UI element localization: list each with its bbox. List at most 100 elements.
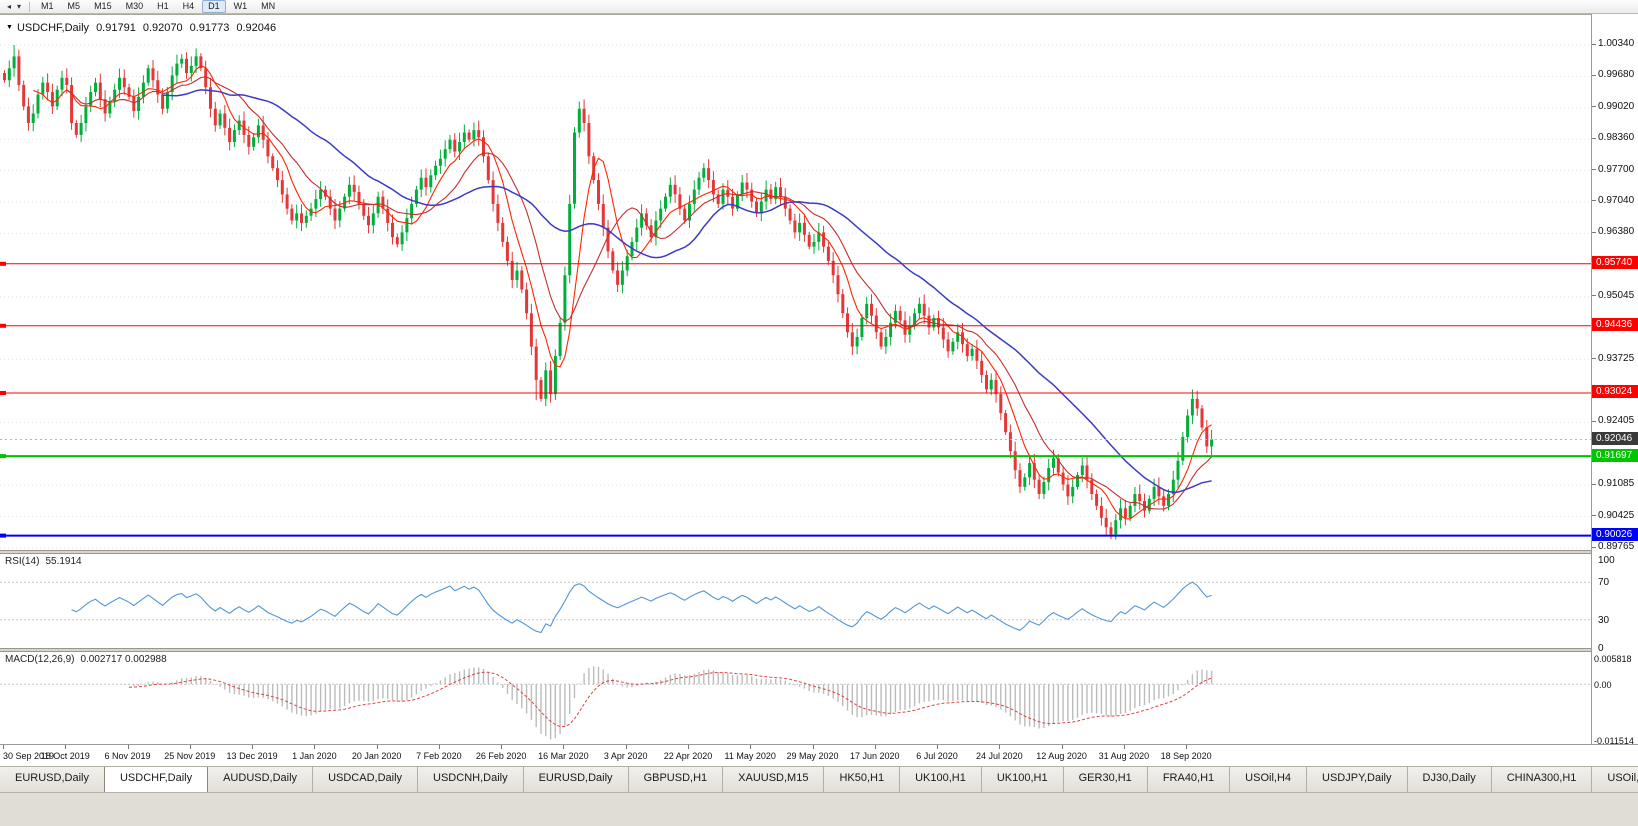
price-axis-label: 0.92405 — [1598, 415, 1635, 427]
date-axis-tick — [314, 745, 316, 749]
date-axis-tick — [750, 745, 752, 749]
timeframe-button-m5[interactable]: M5 — [67, 1, 81, 11]
caret-down-icon[interactable]: ▾ — [17, 1, 22, 11]
rsi-panel[interactable]: RSI(14) 55.1914 — [0, 554, 1591, 648]
chart-tab-uk100-h1[interactable]: UK100,H1 — [900, 767, 982, 792]
price-axis-tick — [1592, 483, 1596, 485]
date-axis-tick — [563, 745, 565, 749]
date-axis-tick — [687, 745, 689, 749]
date-axis-tick — [252, 745, 254, 749]
price-axis-label: 0.96380 — [1598, 226, 1635, 238]
date-axis-label: 22 Apr 2020 — [663, 751, 713, 761]
chart-tab-usdchf-daily[interactable]: USDCHF,Daily — [103, 767, 209, 792]
price-axis-tick — [1592, 137, 1596, 139]
price-axis-tick — [1592, 295, 1596, 297]
chart-tab-china300-h1[interactable]: CHINA300,H1 — [1491, 767, 1593, 792]
chart-tab-gbpusd-h1[interactable]: GBPUSD,H1 — [628, 767, 724, 792]
moving-average-34[interactable] — [162, 89, 1212, 494]
date-axis-label: 25 Nov 2019 — [164, 751, 216, 761]
timeframe-button-h4[interactable]: H4 — [182, 1, 195, 11]
price-axis-tick — [1592, 200, 1596, 202]
date-axis-tick — [438, 745, 440, 749]
date-axis-label: 12 Aug 2020 — [1036, 751, 1087, 761]
chart-tab-usdcad-daily[interactable]: USDCAD,Daily — [313, 767, 419, 792]
panel-splitter[interactable] — [0, 648, 1638, 652]
date-axis-label: 7 Feb 2020 — [416, 751, 462, 761]
date-axis-label: 1 Jan 2020 — [292, 751, 337, 761]
macd-axis-label: 0.005818 — [1594, 654, 1632, 664]
macd-value: 0.002717 0.002988 — [80, 654, 167, 665]
chart-symbol-period: USDCHF,Daily — [16, 22, 90, 34]
rsi-axis-label: 70 — [1598, 577, 1610, 589]
chart-tab-xauusd-m15[interactable]: XAUUSD,M15 — [723, 767, 825, 792]
chart-tab-usoil-h1[interactable]: USOil,H1 — [1592, 767, 1638, 792]
timeframe-buttons: M1 M5 M15 M30 H1 H4 D1 W1 MN — [35, 0, 281, 13]
chart-tab-eurusd-daily[interactable]: EURUSD,Daily — [0, 767, 105, 792]
price-line-tag: 0.95740 — [1592, 256, 1638, 270]
date-axis-label: 16 Mar 2020 — [538, 751, 589, 761]
line-handle[interactable] — [0, 454, 6, 459]
macd-title: MACD(12,26,9) 0.002717 0.002988 — [5, 654, 167, 665]
macd-axis-label: -0.011514 — [1594, 736, 1634, 746]
chart-nav-icon[interactable]: ◂ — [7, 1, 12, 11]
chart-tab-audusd-daily[interactable]: AUDUSD,Daily — [208, 767, 314, 792]
price-line-tag: 0.90026 — [1592, 528, 1638, 542]
chart-tab-dj30-daily[interactable]: DJ30,Daily — [1407, 767, 1492, 792]
timeframe-button-m15[interactable]: M15 — [94, 1, 112, 11]
chart-tab-hk50-h1[interactable]: HK50,H1 — [824, 767, 901, 792]
ohlc-open: 0.91791 — [96, 22, 136, 34]
price-chart-canvas[interactable] — [0, 15, 1591, 550]
chart-tab-ger30-h1[interactable]: GER30,H1 — [1063, 767, 1148, 792]
macd-label: MACD(12,26,9) — [5, 654, 75, 665]
date-axis-tick — [874, 745, 876, 749]
line-handle[interactable] — [0, 261, 6, 266]
price-axis: 1.00340 0.99680 0.99020 0.98360 0.97700 0.970… — [1591, 14, 1638, 746]
ohlc-low: 0.91773 — [189, 22, 230, 34]
date-axis-tick — [65, 745, 67, 749]
macd-canvas[interactable] — [0, 652, 1591, 744]
timeframe-button-d1[interactable]: D1 — [202, 0, 226, 13]
price-chart-panel[interactable]: ▼ USDCHF,Daily 0.91791 0.92070 0.91773 0.9204… — [0, 14, 1591, 550]
panel-splitter[interactable] — [0, 550, 1638, 554]
ohlc-close: 0.92046 — [236, 22, 277, 34]
chart-tab-usoil-h4[interactable]: USOil,H4 — [1230, 767, 1308, 792]
chart-tab-eurusd-daily[interactable]: EURUSD,Daily — [523, 767, 629, 792]
chart-symbol-icon: ▼ — [6, 24, 13, 31]
date-axis-tick — [625, 745, 627, 749]
date-axis-tick — [501, 745, 503, 749]
chart-tab-uk100-h1[interactable]: UK100,H1 — [981, 767, 1064, 792]
timeframe-button-w1[interactable]: W1 — [233, 1, 248, 11]
rsi-canvas[interactable] — [0, 554, 1591, 648]
timeframe-button-m1[interactable]: M1 — [41, 1, 54, 11]
date-axis-label: 24 Jul 2020 — [976, 751, 1023, 761]
date-axis-label: 6 Jul 2020 — [916, 751, 958, 761]
chart-tab-usdjpy-daily[interactable]: USDJPY,Daily — [1307, 767, 1408, 792]
date-axis-tick — [127, 745, 129, 749]
date-axis-label: 26 Feb 2020 — [475, 751, 527, 761]
date-axis-tick — [3, 745, 4, 749]
candles — [3, 45, 1214, 540]
timeframe-button-mn[interactable]: MN — [261, 1, 276, 11]
date-axis: 30 Sep 2019 18 Oct 2019 6 Nov 2019 25 Nov 2… — [0, 744, 1638, 766]
date-axis-label: 11 May 2020 — [724, 751, 776, 761]
date-axis-label: 31 Aug 2020 — [1098, 751, 1150, 761]
timeframe-button-m30[interactable]: M30 — [125, 1, 144, 11]
date-axis-tick — [1061, 745, 1063, 749]
chart-tabs: EURUSD,Daily USDCHF,Daily AUDUSD,Daily USDC… — [0, 766, 1638, 792]
date-axis-label: 13 Dec 2019 — [226, 751, 278, 761]
chart-tab-fra40-h1[interactable]: FRA40,H1 — [1147, 767, 1231, 792]
price-axis-tick — [1592, 358, 1596, 360]
price-axis-label: 1.00340 — [1598, 38, 1635, 49]
line-handle[interactable] — [0, 391, 6, 395]
rsi-title: RSI(14) 55.1914 — [5, 556, 82, 567]
timeframe-toolbar: ◂ ▾ M1 M5 M15 M30 H1 H4 D1 W1 MN — [0, 0, 1638, 14]
price-line-tag: 0.94436 — [1592, 318, 1638, 332]
line-handle[interactable] — [0, 533, 6, 538]
timeframe-button-h1[interactable]: H1 — [157, 1, 169, 11]
price-axis-tick — [1592, 106, 1596, 108]
toolbar-separator — [29, 1, 31, 12]
chart-tab-usdcnh-daily[interactable]: USDCNH,Daily — [418, 767, 524, 792]
moving-average-14[interactable] — [66, 76, 1213, 510]
macd-panel[interactable]: MACD(12,26,9) 0.002717 0.002988 — [0, 652, 1591, 744]
line-handle[interactable] — [0, 323, 6, 328]
